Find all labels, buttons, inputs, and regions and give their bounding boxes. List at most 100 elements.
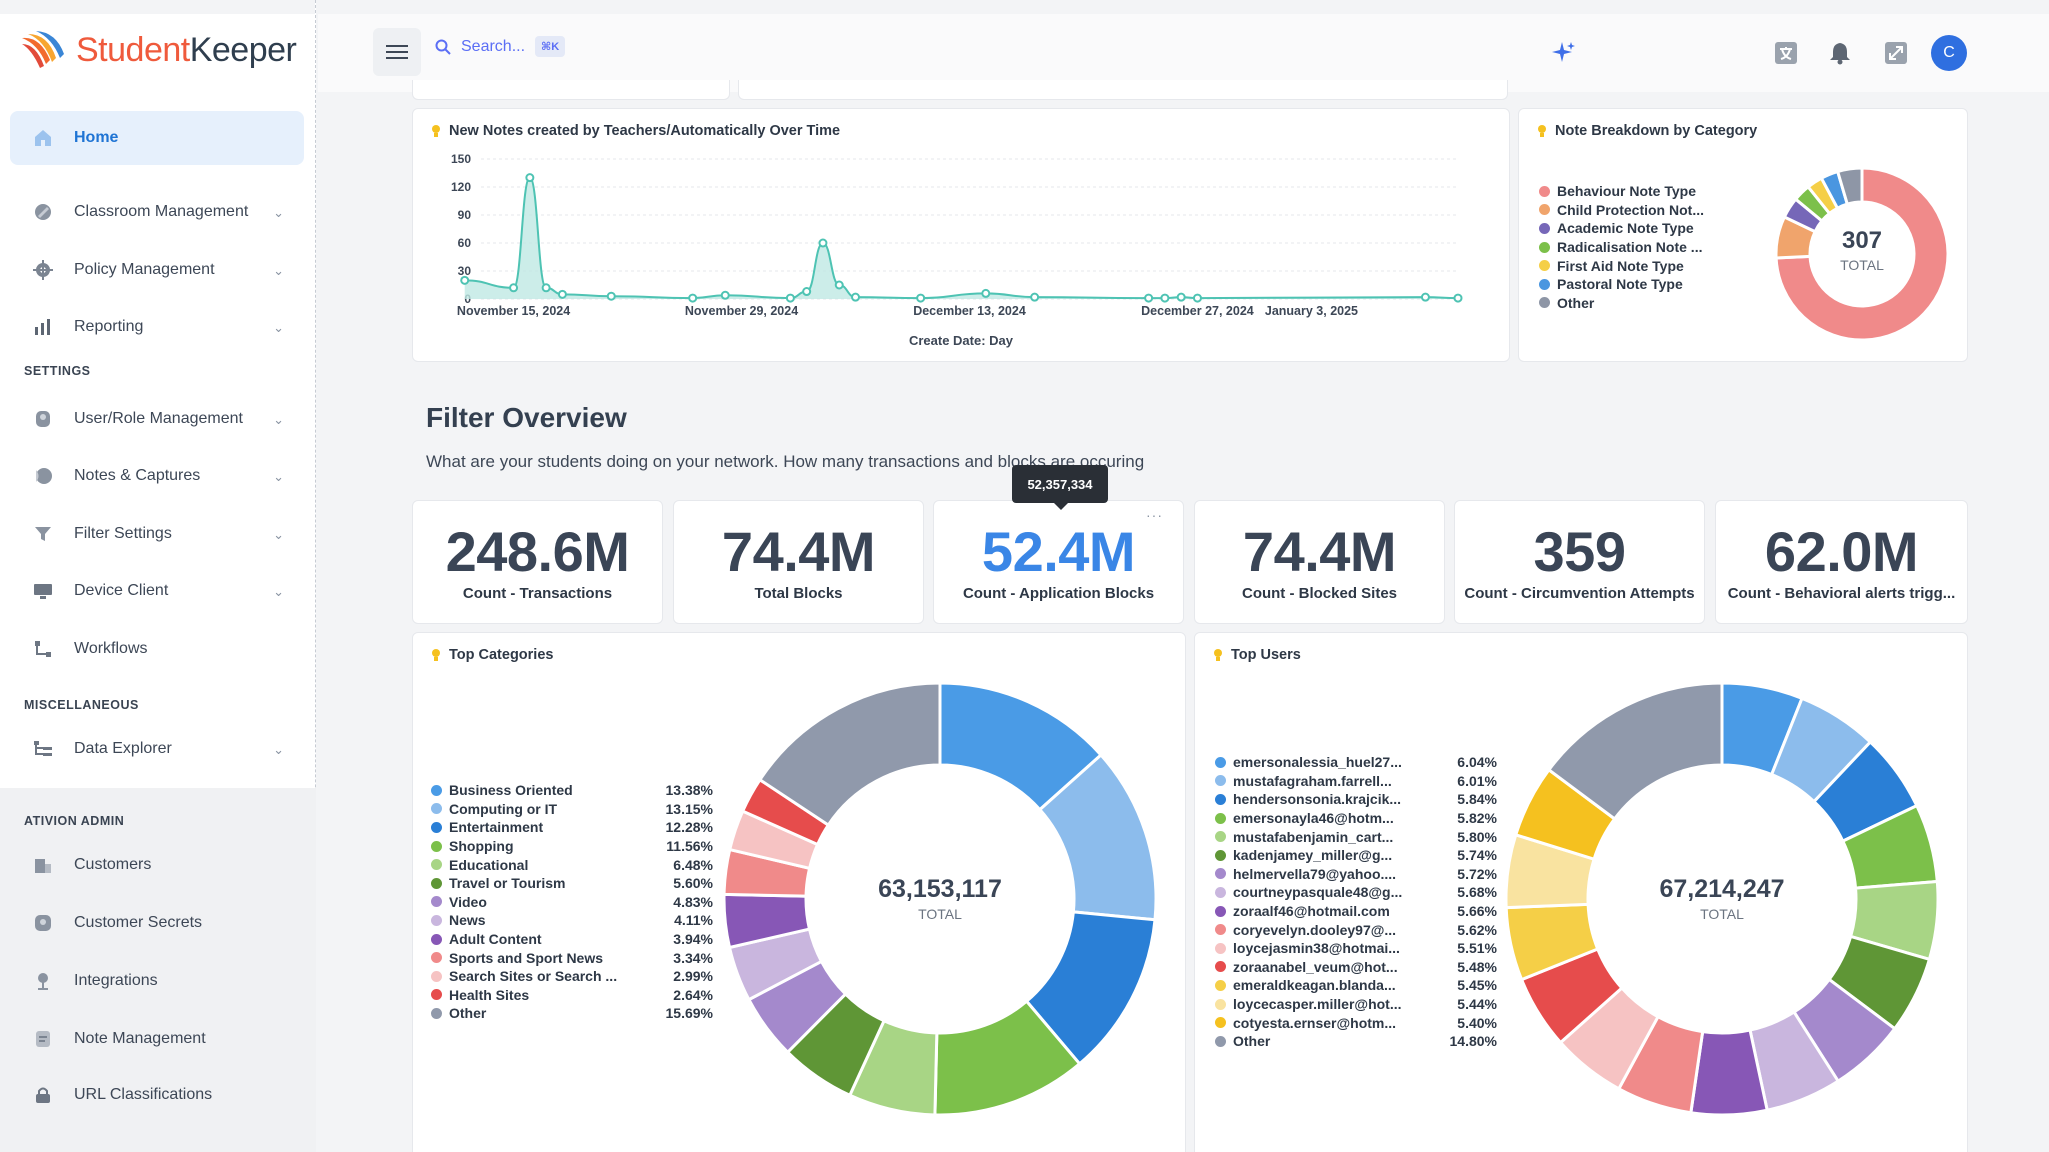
legend-item[interactable]: First Aid Note Type [1539,256,1729,275]
sidebar-top-strip [0,0,315,14]
legend-item[interactable]: Computing or IT 13.15% [431,800,713,819]
sidebar-item-label: Note Management [74,1030,206,1047]
sidebar-item-user-role-management[interactable]: User/Role Management ⌄ [10,392,304,446]
stat-card-behavioral-alerts[interactable]: 62.0M Count - Behavioral alerts trigg... [1715,500,1968,624]
donut-slice[interactable] [1835,166,1864,206]
data-point[interactable] [981,288,991,298]
legend-item[interactable]: mustafabenjamin_cart... 5.80% [1215,827,1497,846]
legend-item[interactable]: cotyesta.ernser@hotm... 5.40% [1215,1013,1497,1032]
stat-card-circumvention[interactable]: 359 Count - Circumvention Attempts [1454,500,1705,624]
stat-card-blocked-sites[interactable]: 74.4M Count - Blocked Sites [1194,500,1445,624]
legend-item[interactable]: Child Protection Not... [1539,201,1729,220]
donut-slice[interactable] [757,681,942,828]
sidebar-item-home[interactable]: Home [10,111,304,165]
data-point[interactable] [1192,293,1202,303]
legend-item[interactable]: emeraldkeagan.blanda... 5.45% [1215,976,1497,995]
data-point[interactable] [1030,292,1040,302]
legend-item[interactable]: emersonalessia_huel27... 6.04% [1215,753,1497,772]
sparkle-icon[interactable] [1550,40,1576,66]
hamburger-icon [386,45,408,59]
sidebar-item-reporting[interactable]: Reporting ⌄ [10,300,304,354]
legend-item[interactable]: Shopping 11.56% [431,837,713,856]
legend-item[interactable]: Other 15.69% [431,1004,713,1023]
avatar[interactable]: C [1931,35,1967,71]
logo[interactable]: StudentKeeper [20,30,297,70]
data-point[interactable] [460,275,470,285]
legend-item[interactable]: News 4.11% [431,911,713,930]
data-point[interactable] [1176,292,1186,302]
expand-icon[interactable] [1879,36,1913,70]
sidebar-item-note-management[interactable]: Note Management [10,1012,304,1066]
data-point[interactable] [688,293,698,303]
legend-item[interactable]: Behaviour Note Type [1539,182,1729,201]
legend-item[interactable]: zoraanabel_veum@hot... 5.48% [1215,958,1497,977]
sidebar-item-classroom-management[interactable]: Classroom Management ⌄ [10,185,304,239]
legend-label: courtneypasquale48@g... [1233,884,1403,901]
legend-item[interactable]: Pastoral Note Type [1539,275,1729,294]
search-input[interactable]: Search... ⌘K [435,36,566,57]
legend-item[interactable]: Adult Content 3.94% [431,930,713,949]
legend-item[interactable]: Travel or Tourism 5.60% [431,874,713,893]
legend-item[interactable]: zoraalf46@hotmail.com 5.66% [1215,902,1497,921]
data-point[interactable] [1420,292,1430,302]
legend-item[interactable]: Other [1539,294,1729,313]
stat-card-application-blocks[interactable]: 52.4M Count - Application Blocks ··· [933,500,1184,624]
sidebar-item-device-client[interactable]: Device Client ⌄ [10,564,304,618]
legend-item[interactable]: kadenjamey_miller@g... 5.74% [1215,846,1497,865]
data-point[interactable] [916,293,926,303]
data-point[interactable] [720,290,730,300]
x-tick-label: November 29, 2024 [685,304,798,318]
data-point[interactable] [802,287,812,297]
data-point[interactable] [834,280,844,290]
legend-item[interactable]: Health Sites 2.64% [431,986,713,1005]
data-point[interactable] [851,292,861,302]
legend-item[interactable]: hendersonsonia.krajcik... 5.84% [1215,790,1497,809]
data-point[interactable] [818,238,828,248]
legend-item[interactable]: loycejasmin38@hotmai... 5.51% [1215,939,1497,958]
sidebar-item-customers[interactable]: Customers [10,838,304,892]
data-point[interactable] [509,283,519,293]
sidebar-item-workflows[interactable]: Workflows [10,622,304,676]
data-point[interactable] [1453,293,1463,303]
legend-item[interactable]: emersonayla46@hotm... 5.82% [1215,809,1497,828]
legend-item[interactable]: helmervella79@yahoo.... 5.72% [1215,865,1497,884]
legend-swatch [431,914,442,926]
data-point[interactable] [785,293,795,303]
legend-item[interactable]: Business Oriented 13.38% [431,781,713,800]
legend-item[interactable]: mustafagraham.farrell... 6.01% [1215,772,1497,791]
data-point[interactable] [525,173,535,183]
stat-card-total-blocks[interactable]: 74.4M Total Blocks [673,500,924,624]
legend-item[interactable]: Sports and Sport News 3.34% [431,948,713,967]
donut-slice[interactable] [1774,166,1950,342]
legend-item[interactable]: courtneypasquale48@g... 5.68% [1215,883,1497,902]
sidebar-item-policy-management[interactable]: Policy Management ⌄ [10,243,304,297]
data-point[interactable] [1144,293,1154,303]
legend-swatch [1215,812,1226,824]
translate-icon[interactable] [1769,36,1803,70]
data-point[interactable] [1160,293,1170,303]
data-point[interactable] [606,291,616,301]
legend-item[interactable]: Entertainment 12.28% [431,818,713,837]
breakdown-title: Note Breakdown by Category [1555,123,1758,139]
more-options-icon[interactable]: ··· [1146,507,1163,523]
sidebar-item-data-explorer[interactable]: Data Explorer ⌄ [10,722,304,776]
legend-item[interactable]: Academic Note Type [1539,219,1729,238]
legend-item[interactable]: Educational 6.48% [431,855,713,874]
sidebar-item-url-classifications[interactable]: URL Classifications [10,1068,304,1122]
data-point[interactable] [557,289,567,299]
legend-item[interactable]: Radicalisation Note ... [1539,238,1729,257]
sidebar-item-notes-captures[interactable]: Notes & Captures ⌄ [10,449,304,503]
data-point[interactable] [541,283,551,293]
legend-item[interactable]: Other 14.80% [1215,1032,1497,1051]
stat-card-transactions[interactable]: 248.6M Count - Transactions [412,500,663,624]
bell-icon[interactable] [1823,36,1857,70]
legend-item[interactable]: loycecasper.miller@hot... 5.44% [1215,995,1497,1014]
legend-item[interactable]: coryevelyn.dooley97@... 5.62% [1215,920,1497,939]
sidebar-item-customer-secrets[interactable]: Customer Secrets [10,896,304,950]
donut-slice[interactable] [1546,681,1724,821]
legend-item[interactable]: Search Sites or Search ... 2.99% [431,967,713,986]
legend-item[interactable]: Video 4.83% [431,893,713,912]
sidebar-item-integrations[interactable]: Integrations [10,954,304,1008]
sidebar-item-filter-settings[interactable]: Filter Settings ⌄ [10,507,304,561]
menu-button[interactable] [373,28,421,76]
